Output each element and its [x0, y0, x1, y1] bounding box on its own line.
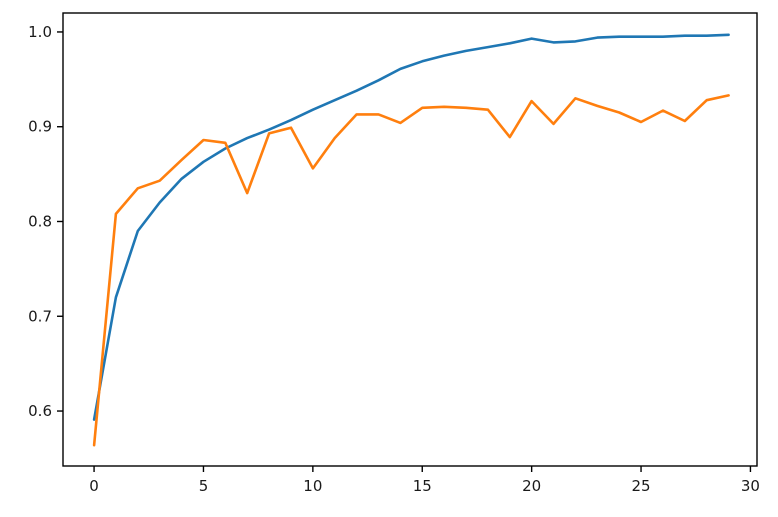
x-tick-label: 20 [522, 477, 541, 495]
y-tick-label: 0.7 [28, 307, 52, 325]
y-tick-label: 0.6 [28, 402, 52, 420]
x-tick-label: 30 [741, 477, 760, 495]
x-tick-label: 5 [199, 477, 209, 495]
x-tick-label: 25 [631, 477, 650, 495]
x-tick-label: 15 [413, 477, 432, 495]
y-tick-label: 1.0 [28, 23, 52, 41]
y-tick-label: 0.9 [28, 118, 52, 136]
y-tick-label: 0.8 [28, 212, 52, 230]
x-tick-label: 10 [303, 477, 322, 495]
axes-spines [62, 12, 758, 467]
orange-series-line [92, 94, 730, 447]
blue-series-line [92, 33, 730, 421]
x-tick-label: 0 [89, 477, 99, 495]
